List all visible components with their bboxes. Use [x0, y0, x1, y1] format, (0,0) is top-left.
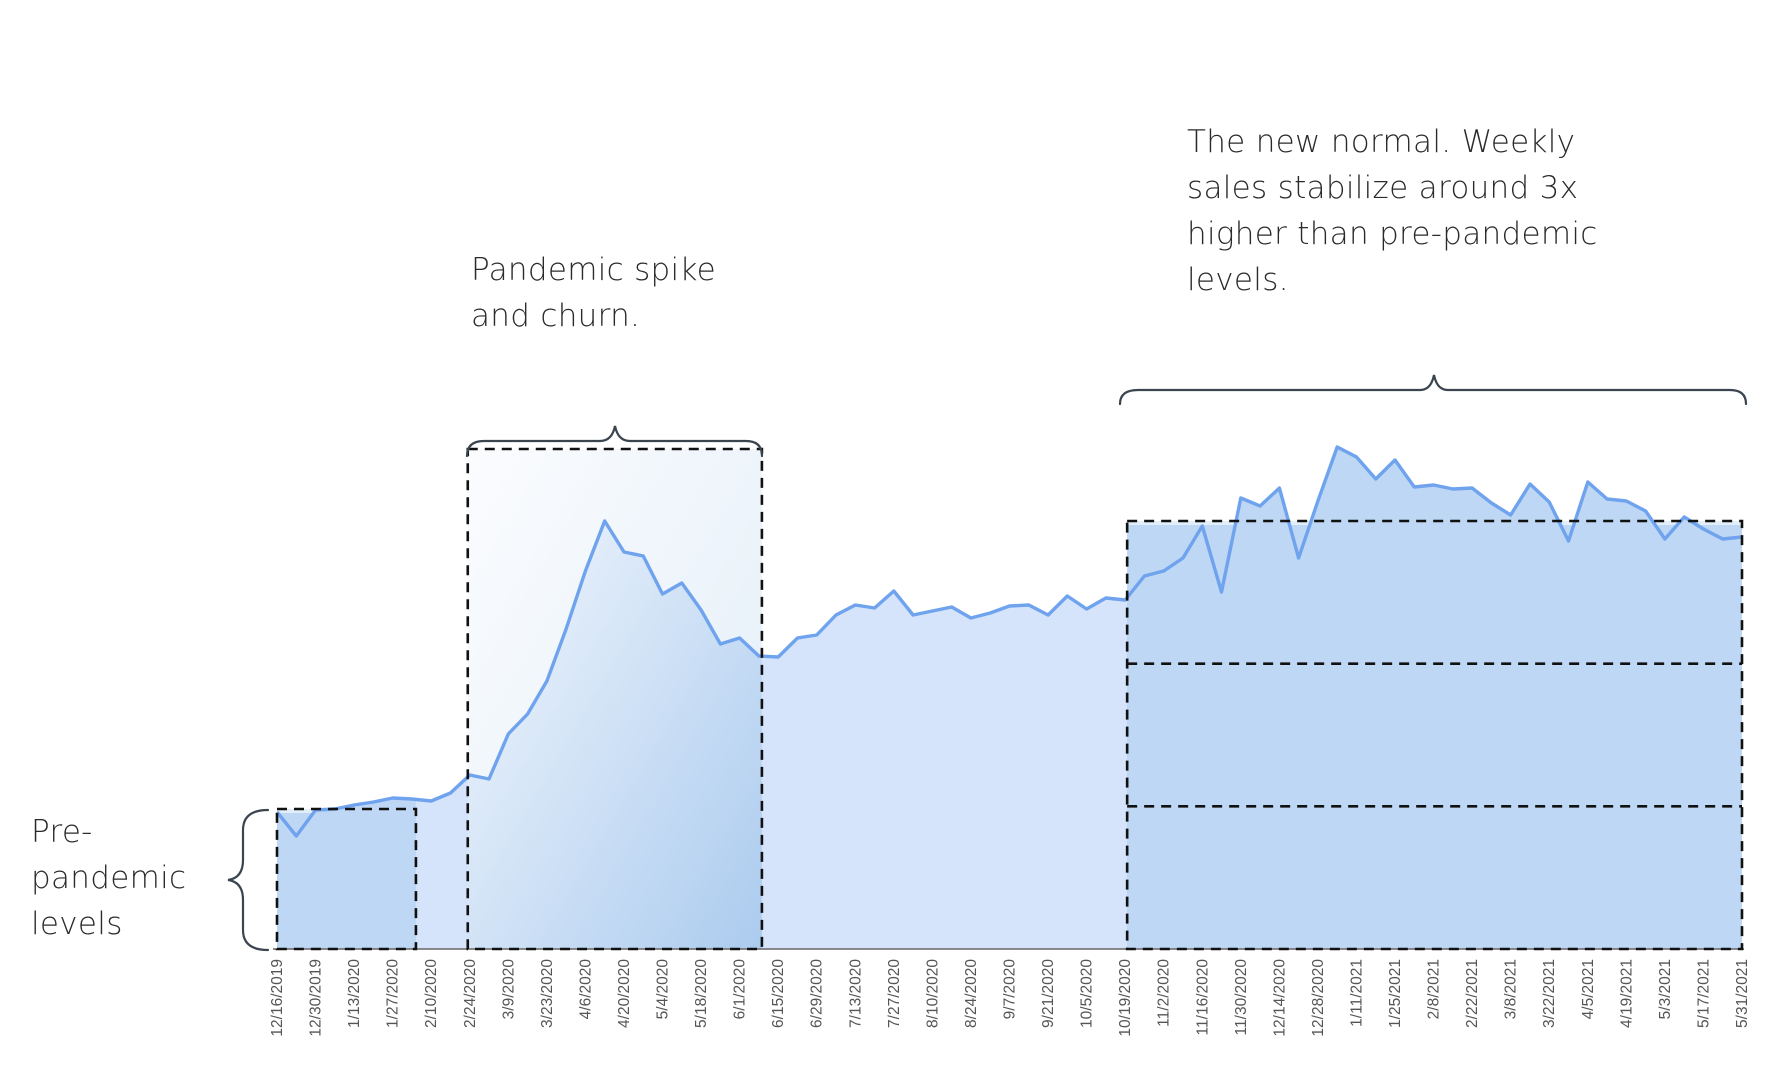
sales-line [275, 445, 1743, 838]
x-tick-label: 1/27/2020 [385, 959, 402, 1028]
x-tick-label: 5/31/2021 [1734, 959, 1751, 1028]
brace-icon [1118, 374, 1748, 406]
spike-annotation: Pandemic spike and churn. [471, 252, 716, 334]
x-tick-label: 10/5/2020 [1079, 959, 1096, 1028]
x-tick-label: 1/13/2020 [346, 959, 363, 1028]
x-tick-label: 4/5/2021 [1580, 959, 1597, 1019]
x-tick-label: 7/27/2020 [886, 959, 903, 1028]
x-tick-label: 3/22/2021 [1541, 959, 1558, 1028]
spike-box [466, 447, 764, 951]
newnormal-box [1125, 519, 1744, 951]
x-tick-label: 9/7/2020 [1002, 959, 1019, 1020]
x-tick-label: 2/8/2021 [1426, 959, 1443, 1019]
x-tick-label: 3/8/2021 [1503, 959, 1520, 1019]
prepandemic-box [275, 807, 418, 951]
x-tick-label: 12/28/2020 [1310, 959, 1327, 1037]
x-tick-label: 5/3/2021 [1657, 959, 1674, 1019]
new-normal-annotation: The new normal. Weekly sales stabilize a… [1187, 124, 1598, 298]
x-tick-label: 6/1/2020 [732, 959, 749, 1020]
x-tick-label: 6/15/2020 [770, 959, 787, 1028]
x-tick-label: 11/2/2020 [1156, 959, 1173, 1027]
x-tick-label: 4/6/2020 [577, 959, 594, 1020]
x-tick-label: 3/23/2020 [539, 959, 556, 1028]
x-tick-label: 7/13/2020 [847, 959, 864, 1028]
x-tick-label: 12/30/2019 [308, 959, 325, 1037]
x-tick-label: 4/19/2021 [1618, 959, 1635, 1028]
newnormal-solid [1127, 525, 1742, 949]
x-tick-label: 12/16/2019 [269, 959, 286, 1037]
x-tick-label: 1/25/2021 [1387, 959, 1404, 1028]
x-tick-label: 11/30/2020 [1233, 959, 1250, 1036]
x-tick-label: 8/10/2020 [924, 959, 941, 1028]
x-tick-label: 10/19/2020 [1117, 959, 1134, 1037]
x-tick-label: 3/9/2020 [500, 959, 517, 1020]
x-tick-label: 2/24/2020 [462, 959, 479, 1028]
x-tick-label: 8/24/2020 [963, 959, 980, 1028]
x-tick-label: 2/10/2020 [423, 959, 440, 1028]
prepandemic-annotation: Pre- pandemic levels [31, 814, 187, 942]
prepandemic-solid [277, 813, 416, 949]
x-axis-ticks: 12/16/2019 12/30/2019 1/13/2020 1/27/2020 2/… [269, 959, 1751, 1037]
x-tick-label: 5/4/2020 [655, 959, 672, 1020]
x-tick-label: 9/21/2020 [1040, 959, 1057, 1028]
x-tick-label: 6/29/2020 [809, 959, 826, 1028]
x-tick-label: 2/22/2021 [1464, 959, 1481, 1028]
x-tick-label: 1/11/2021 [1348, 959, 1365, 1027]
brace-icon [465, 425, 764, 458]
x-tick-label: 5/18/2020 [693, 959, 710, 1028]
x-tick-label: 4/20/2020 [616, 959, 633, 1028]
x-tick-label: 5/17/2021 [1695, 959, 1712, 1028]
x-tick-label: 12/14/2020 [1271, 959, 1288, 1037]
x-tick-label: 11/16/2020 [1194, 959, 1211, 1036]
brace-icon [227, 808, 270, 952]
